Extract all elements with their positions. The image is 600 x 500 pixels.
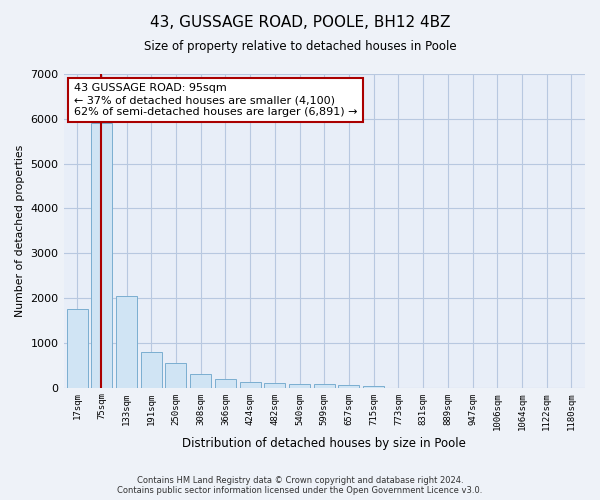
Bar (190, 374, 211, 388)
Bar (314, 384, 335, 388)
Bar (166, 363, 187, 388)
Bar (91, 124, 112, 388)
Bar (116, 296, 137, 388)
Y-axis label: Number of detached properties: Number of detached properties (15, 144, 25, 317)
Bar (265, 383, 286, 388)
Bar (289, 384, 310, 388)
X-axis label: Distribution of detached houses by size in Poole: Distribution of detached houses by size … (182, 437, 466, 450)
Bar (363, 386, 384, 388)
Text: 43 GUSSAGE ROAD: 95sqm
← 37% of detached houses are smaller (4,100)
62% of semi-: 43 GUSSAGE ROAD: 95sqm ← 37% of detached… (74, 84, 358, 116)
Bar (141, 352, 162, 388)
Text: Contains HM Land Registry data © Crown copyright and database right 2024.
Contai: Contains HM Land Registry data © Crown c… (118, 476, 482, 495)
Text: Size of property relative to detached houses in Poole: Size of property relative to detached ho… (143, 40, 457, 53)
Bar (215, 378, 236, 388)
Text: 43, GUSSAGE ROAD, POOLE, BH12 4BZ: 43, GUSSAGE ROAD, POOLE, BH12 4BZ (150, 15, 450, 30)
Bar (67, 309, 88, 388)
Bar (338, 386, 359, 388)
Bar (239, 382, 260, 388)
